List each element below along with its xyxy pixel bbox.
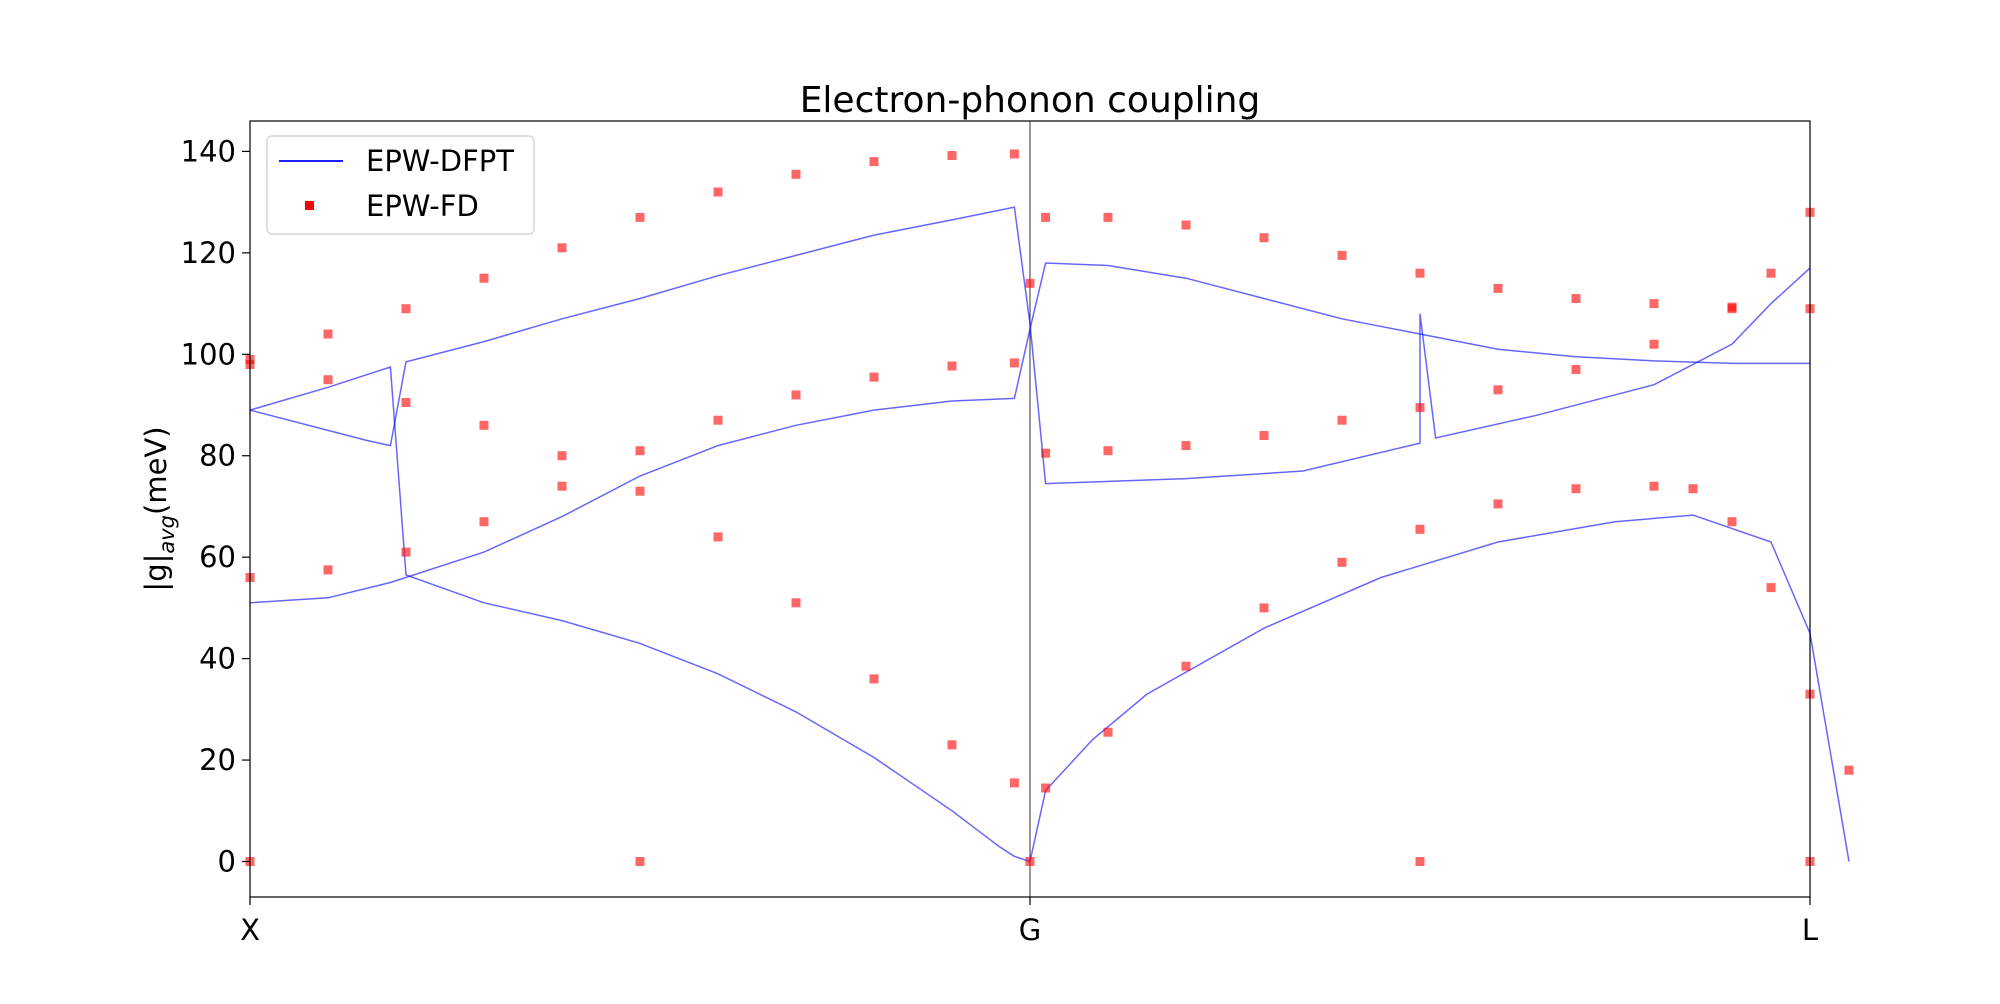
fd-point-4-5 <box>635 486 645 496</box>
fd-point-5-13 <box>1181 441 1191 451</box>
legend: EPW-DFPT EPW-FD <box>266 135 535 235</box>
marks-layer <box>245 121 1854 897</box>
fd-point-4-9 <box>947 740 957 750</box>
fd-point-5-20 <box>1727 304 1737 314</box>
fd-point-4-10 <box>1009 778 1019 788</box>
y-axis-label-main: |g| <box>139 554 173 592</box>
fd-point-5-16 <box>1415 403 1425 413</box>
fd-point-4-20 <box>1688 484 1698 494</box>
fd-point-4-4 <box>557 451 567 461</box>
fd-point-3-20 <box>1649 299 1659 309</box>
fd-point-5-17 <box>1493 385 1503 395</box>
fd-point-4-13 <box>1181 661 1191 671</box>
fd-point-4-18 <box>1571 484 1581 494</box>
legend-label-dfpt: EPW-DFPT <box>366 144 514 178</box>
fd-point-6-3 <box>1415 857 1425 866</box>
y-axis-label-unit: (meV) <box>139 426 173 515</box>
fd-point-6-2 <box>1025 857 1035 866</box>
fd-point-5-15 <box>1337 415 1347 425</box>
legend-label-fd: EPW-FD <box>366 189 479 223</box>
fd-point-5-11 <box>1041 448 1051 458</box>
fd-point-3-10 <box>1009 358 1019 368</box>
fd-point-3-6 <box>713 415 723 425</box>
fd-point-3-18 <box>1493 283 1503 293</box>
fd-point-3-12 <box>1041 212 1051 222</box>
fd-point-5-3 <box>479 273 489 283</box>
fd-point-5-7 <box>791 169 801 179</box>
fd-point-4-21 <box>1727 517 1737 527</box>
fd-point-3-9 <box>947 361 957 371</box>
fd-point-5-10 <box>1009 149 1019 159</box>
fd-point-6-1 <box>635 857 645 866</box>
fd-point-4-14 <box>1259 603 1269 613</box>
y-tick-label: 120 <box>181 236 236 270</box>
x-tick-label: G <box>1019 913 1041 947</box>
fd-point-4-12 <box>1103 727 1113 737</box>
fd-point-5-4 <box>557 243 567 253</box>
axes-layer: 0 20 40 60 80 100 120 140 X G L <box>181 134 1818 947</box>
fd-point-3-17 <box>1415 268 1425 278</box>
dfpt-line-1 <box>249 365 1850 863</box>
fd-point-3-16 <box>1337 250 1347 260</box>
fd-point-3-15 <box>1259 233 1269 243</box>
y-tick-label: 100 <box>181 337 236 371</box>
y-tick-label: 0 <box>218 844 236 878</box>
fd-point-5-12 <box>1103 446 1113 456</box>
fd-point-3-1 <box>323 565 333 575</box>
fd-point-3-13 <box>1103 212 1113 222</box>
y-axis-label: |g|avg(meV) <box>139 426 179 591</box>
fd-point-4-22 <box>1766 583 1776 593</box>
y-axis-label-sub: avg <box>155 515 179 554</box>
fd-point-3-3 <box>479 517 489 527</box>
fd-point-4-19 <box>1649 481 1659 491</box>
fd-point-4-8 <box>869 674 879 684</box>
fd-point-4-15 <box>1337 557 1347 567</box>
fd-point-5-9 <box>947 151 957 160</box>
fd-point-4-17 <box>1493 499 1503 509</box>
fd-point-3-14 <box>1181 220 1191 230</box>
y-tick-label: 40 <box>199 642 236 676</box>
fd-point-4-1 <box>323 375 333 385</box>
fd-point-3-19 <box>1571 294 1581 303</box>
fd-point-4-2 <box>401 398 411 407</box>
fd-point-3-2 <box>401 547 411 557</box>
fd-point-5-18 <box>1571 365 1581 374</box>
fd-point-4-6 <box>713 532 723 542</box>
fd-point-5-14 <box>1259 431 1269 440</box>
fd-point-3-11 <box>1025 278 1035 288</box>
fd-point-5-5 <box>635 212 645 222</box>
fd-point-5-6 <box>713 187 723 197</box>
legend-square-marker <box>305 201 314 210</box>
fd-point-5-19 <box>1649 339 1659 349</box>
fd-point-4-3 <box>479 420 489 430</box>
fd-point-4-24 <box>1844 765 1854 775</box>
x-tick-label: L <box>1802 913 1818 947</box>
y-tick-label: 140 <box>181 134 236 168</box>
fd-point-3-4 <box>557 481 567 491</box>
y-tick-label: 60 <box>199 540 236 574</box>
dfpt-line-2 <box>249 206 1811 485</box>
fd-point-5-8 <box>869 157 879 167</box>
fd-point-5-1 <box>323 329 333 339</box>
fd-point-5-2 <box>401 304 411 314</box>
x-tick-label: X <box>240 913 260 947</box>
fd-point-5-21 <box>1766 268 1776 278</box>
y-tick-label: 20 <box>199 743 236 777</box>
fd-point-4-16 <box>1415 524 1425 534</box>
chart-title: Electron-phonon coupling <box>800 80 1261 121</box>
y-tick-label: 80 <box>199 439 236 473</box>
fd-point-4-11 <box>1041 783 1051 793</box>
fd-point-4-7 <box>791 598 801 608</box>
fd-point-3-7 <box>791 390 801 400</box>
fd-point-3-8 <box>869 372 879 382</box>
fd-point-3-5 <box>635 446 645 456</box>
